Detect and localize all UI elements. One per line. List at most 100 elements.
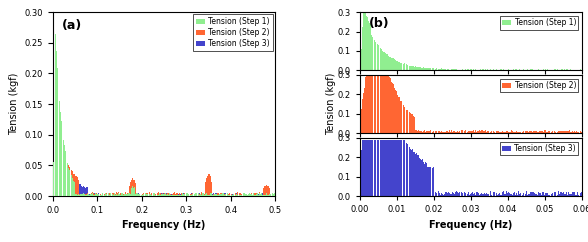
Bar (553, 192, 554, 196)
Bar (361, 109, 362, 133)
Bar (393, 60, 395, 70)
Bar (495, 195, 496, 196)
Bar (387, 140, 388, 196)
Bar (430, 68, 431, 70)
Bar (569, 130, 570, 133)
Bar (432, 168, 433, 196)
Bar (392, 83, 393, 133)
Bar (448, 192, 449, 196)
Bar (505, 194, 506, 196)
Bar (468, 192, 469, 196)
Legend: Tension (Step 1): Tension (Step 1) (500, 16, 579, 30)
Bar (535, 194, 536, 196)
Bar (361, 48, 362, 70)
Bar (397, 95, 398, 133)
Bar (436, 131, 437, 133)
Bar (411, 149, 412, 196)
Bar (411, 66, 412, 70)
Bar (513, 132, 514, 133)
Bar (387, 73, 388, 133)
Bar (509, 193, 510, 196)
Bar (527, 195, 528, 196)
Bar (567, 131, 569, 133)
Bar (363, 93, 364, 133)
Bar (386, 69, 387, 133)
Bar (493, 192, 494, 196)
Bar (581, 192, 582, 196)
Bar (467, 69, 468, 70)
Bar (433, 167, 434, 196)
Bar (526, 131, 527, 133)
Bar (518, 132, 519, 133)
Y-axis label: Tension (kgf): Tension (kgf) (326, 73, 336, 135)
Bar (456, 69, 457, 70)
Bar (445, 132, 446, 133)
Bar (528, 194, 529, 196)
Bar (444, 69, 445, 70)
Bar (499, 132, 500, 133)
Bar (574, 192, 575, 196)
Bar (434, 193, 435, 196)
Bar (378, 45, 379, 70)
Bar (503, 69, 504, 70)
Bar (409, 66, 410, 70)
Bar (387, 55, 388, 70)
Bar (523, 69, 524, 70)
Bar (462, 69, 463, 70)
Bar (503, 191, 504, 196)
Bar (379, 59, 380, 133)
Bar (550, 69, 551, 70)
Bar (546, 132, 547, 133)
Bar (364, 10, 365, 70)
Bar (454, 194, 455, 196)
Bar (441, 193, 442, 196)
Bar (476, 191, 477, 196)
Bar (437, 130, 438, 133)
Bar (406, 110, 407, 133)
Bar (378, 59, 379, 133)
Bar (522, 132, 523, 133)
Bar (400, 63, 401, 70)
Bar (438, 191, 439, 196)
Bar (363, 8, 364, 70)
Bar (376, 140, 377, 196)
Bar (506, 131, 507, 133)
Bar (513, 193, 514, 196)
Bar (412, 114, 413, 133)
Bar (442, 132, 443, 133)
Bar (505, 132, 506, 133)
Bar (531, 192, 532, 196)
Bar (452, 192, 453, 196)
Bar (487, 131, 488, 133)
Bar (501, 194, 502, 196)
Bar (519, 69, 520, 70)
Bar (492, 131, 493, 133)
Bar (452, 132, 453, 133)
Bar (563, 192, 564, 196)
Bar (430, 130, 431, 133)
Bar (379, 48, 380, 70)
Bar (377, 58, 378, 133)
Bar (490, 191, 491, 196)
Bar (482, 194, 483, 196)
Bar (442, 69, 443, 70)
Bar (433, 68, 434, 70)
Bar (557, 69, 558, 70)
Bar (443, 132, 444, 133)
Bar (412, 66, 413, 70)
Bar (466, 194, 467, 196)
Bar (451, 130, 452, 133)
Bar (515, 195, 516, 196)
Bar (463, 69, 464, 70)
Bar (365, 76, 366, 133)
Bar (556, 130, 557, 133)
Bar (543, 192, 544, 196)
Bar (496, 193, 497, 196)
Bar (402, 102, 403, 133)
Bar (395, 140, 396, 196)
Bar (409, 147, 410, 196)
Bar (555, 69, 556, 70)
Bar (477, 192, 479, 196)
Bar (504, 132, 505, 133)
Bar (522, 69, 523, 70)
